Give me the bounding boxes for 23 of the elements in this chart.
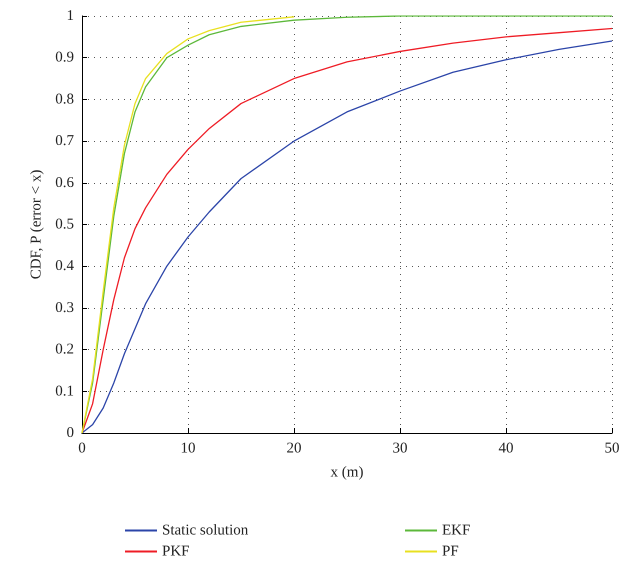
x-tick-label: 10	[180, 440, 196, 456]
y-tick-label: 0.8	[55, 91, 74, 108]
legend-label: PF	[442, 544, 459, 560]
x-tick-label: 0	[78, 440, 86, 456]
x-tick-label: 40	[498, 440, 514, 456]
legend-label: EKF	[442, 522, 470, 538]
y-tick-label: 0.7	[55, 133, 74, 150]
y-tick-label: 1	[66, 8, 74, 24]
y-tick-label: 0.3	[55, 300, 74, 316]
x-tick-label: 50	[604, 440, 620, 456]
legend-label: PKF	[162, 544, 190, 560]
y-tick-label: 0.2	[55, 342, 74, 358]
x-tick-label: 30	[392, 440, 408, 456]
y-tick-label: 0.6	[55, 174, 74, 191]
y-axis-title: CDF, P (error < x)	[28, 170, 44, 280]
y-tick-label: 0.5	[55, 216, 74, 232]
x-axis-title: x (m)	[330, 464, 364, 480]
y-tick-label: 0.4	[55, 258, 74, 274]
y-tick-label: 0.9	[55, 50, 74, 66]
x-tick-label: 20	[286, 440, 302, 456]
y-tick-label: 0	[66, 425, 74, 441]
y-tick-label: 0.1	[55, 383, 74, 400]
legend-label: Static solution	[162, 522, 249, 538]
